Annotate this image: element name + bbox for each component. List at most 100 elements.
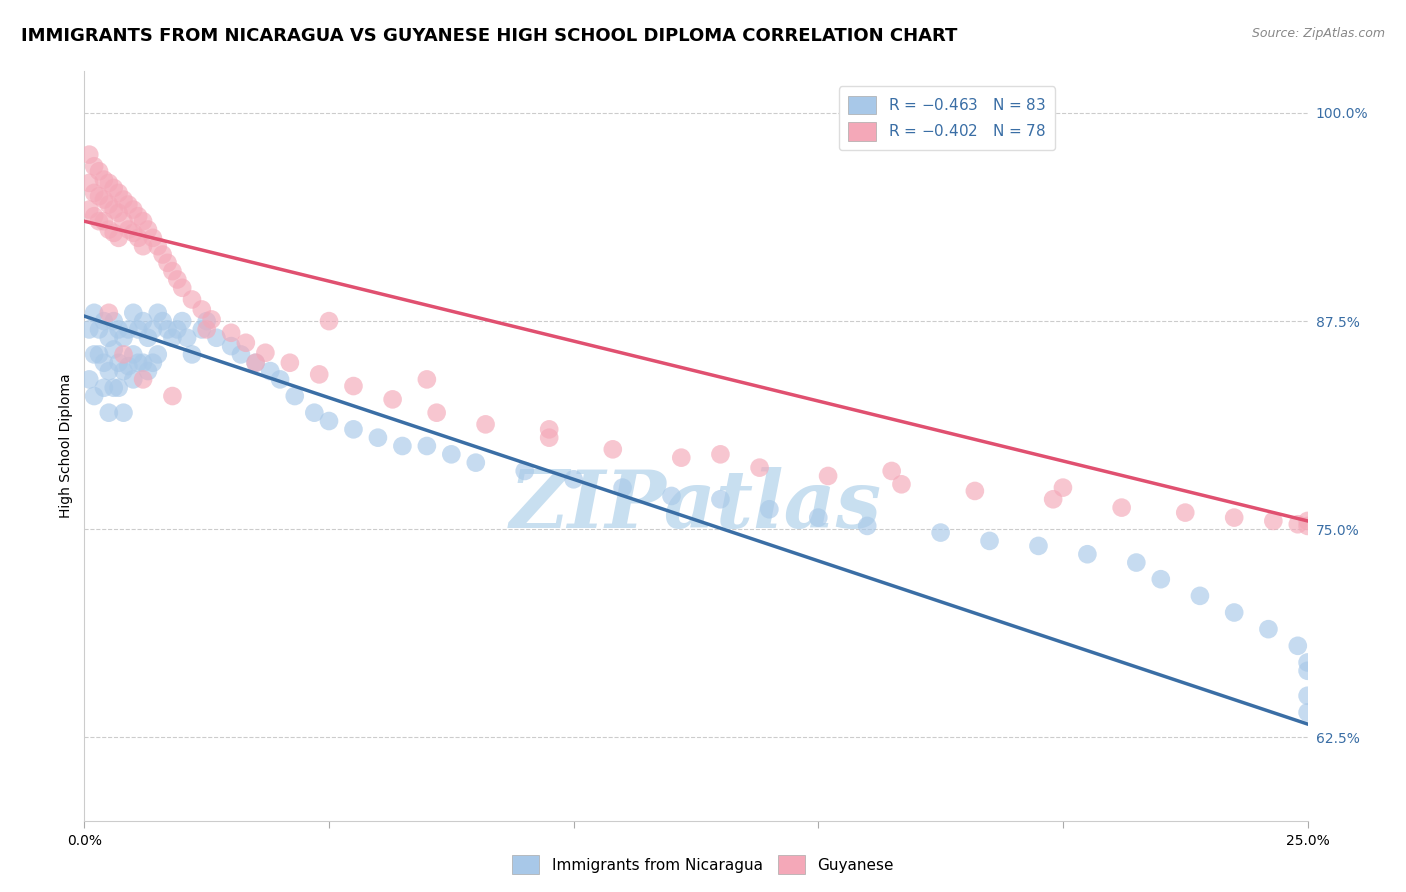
Point — [661, 489, 683, 503]
Legend: R = $-$0.463   N = 83, R = $-$0.402   N = 78: R = $-$0.463 N = 83, R = $-$0.402 N = 78 — [839, 87, 1056, 150]
Point — [136, 331, 159, 345]
Point — [1257, 622, 1279, 636]
Point — [132, 314, 155, 328]
Point — [1111, 500, 1133, 515]
Point — [127, 356, 149, 370]
Point — [612, 481, 634, 495]
Point — [132, 239, 155, 253]
Point — [93, 314, 115, 328]
Point — [87, 214, 110, 228]
Point — [1296, 706, 1319, 720]
Point — [93, 193, 115, 207]
Point — [87, 322, 110, 336]
Point — [97, 176, 120, 190]
Point — [77, 176, 100, 190]
Point — [269, 372, 291, 386]
Point — [1028, 539, 1050, 553]
Point — [83, 347, 105, 361]
Point — [142, 322, 165, 336]
Point — [318, 414, 340, 428]
Point — [132, 356, 155, 370]
Point — [152, 314, 174, 328]
Point — [1188, 589, 1211, 603]
Point — [97, 197, 120, 211]
Point — [748, 460, 770, 475]
Point — [391, 439, 413, 453]
Point — [890, 477, 912, 491]
Point — [1223, 510, 1246, 524]
Point — [132, 372, 155, 386]
Point — [979, 533, 1001, 548]
Point — [162, 389, 184, 403]
Point — [254, 345, 277, 359]
Point — [308, 368, 330, 382]
Point — [474, 417, 496, 432]
Point — [1286, 639, 1309, 653]
Point — [758, 502, 780, 516]
Point — [259, 364, 281, 378]
Point — [77, 322, 100, 336]
Point — [602, 442, 624, 457]
Point — [93, 381, 115, 395]
Point — [229, 347, 252, 361]
Point — [1286, 517, 1309, 532]
Point — [127, 231, 149, 245]
Point — [93, 356, 115, 370]
Point — [122, 226, 145, 240]
Point — [136, 364, 159, 378]
Point — [77, 372, 100, 386]
Point — [245, 356, 267, 370]
Point — [416, 439, 439, 453]
Point — [671, 450, 693, 465]
Point — [318, 314, 340, 328]
Point — [122, 306, 145, 320]
Point — [103, 381, 125, 395]
Point — [146, 306, 169, 320]
Point — [117, 359, 139, 373]
Point — [93, 214, 115, 228]
Point — [1052, 481, 1074, 495]
Point — [117, 322, 139, 336]
Point — [1296, 514, 1319, 528]
Point — [156, 256, 179, 270]
Point — [142, 231, 165, 245]
Point — [172, 281, 194, 295]
Point — [205, 331, 228, 345]
Point — [709, 492, 731, 507]
Point — [107, 206, 129, 220]
Point — [200, 312, 222, 326]
Point — [107, 381, 129, 395]
Point — [191, 302, 214, 317]
Point — [1150, 572, 1173, 586]
Point — [107, 322, 129, 336]
Point — [219, 339, 242, 353]
Point — [195, 322, 218, 336]
Point — [166, 272, 188, 286]
Point — [342, 422, 364, 436]
Point — [77, 202, 100, 217]
Point — [538, 422, 561, 436]
Point — [1174, 506, 1197, 520]
Point — [880, 464, 903, 478]
Point — [538, 431, 561, 445]
Y-axis label: High School Diploma: High School Diploma — [59, 374, 73, 518]
Point — [142, 356, 165, 370]
Point — [342, 379, 364, 393]
Point — [162, 331, 184, 345]
Point — [146, 347, 169, 361]
Point — [97, 306, 120, 320]
Point — [112, 331, 135, 345]
Point — [122, 202, 145, 217]
Point — [278, 356, 301, 370]
Point — [219, 326, 242, 340]
Point — [97, 331, 120, 345]
Point — [112, 347, 135, 361]
Point — [709, 447, 731, 461]
Point — [83, 186, 105, 200]
Point — [87, 189, 110, 203]
Point — [112, 214, 135, 228]
Point — [1296, 664, 1319, 678]
Point — [1076, 547, 1098, 561]
Point — [166, 322, 188, 336]
Point — [122, 372, 145, 386]
